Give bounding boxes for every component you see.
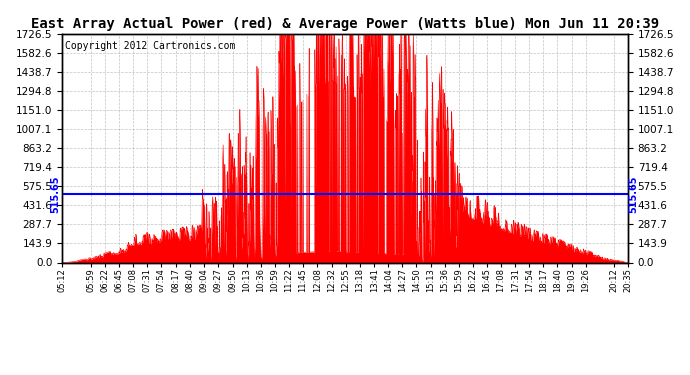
Text: 515.65: 515.65: [50, 176, 60, 213]
Text: 515.65: 515.65: [628, 176, 638, 213]
Text: Copyright 2012 Cartronics.com: Copyright 2012 Cartronics.com: [65, 40, 235, 51]
Title: East Array Actual Power (red) & Average Power (Watts blue) Mon Jun 11 20:39: East Array Actual Power (red) & Average …: [31, 17, 659, 31]
